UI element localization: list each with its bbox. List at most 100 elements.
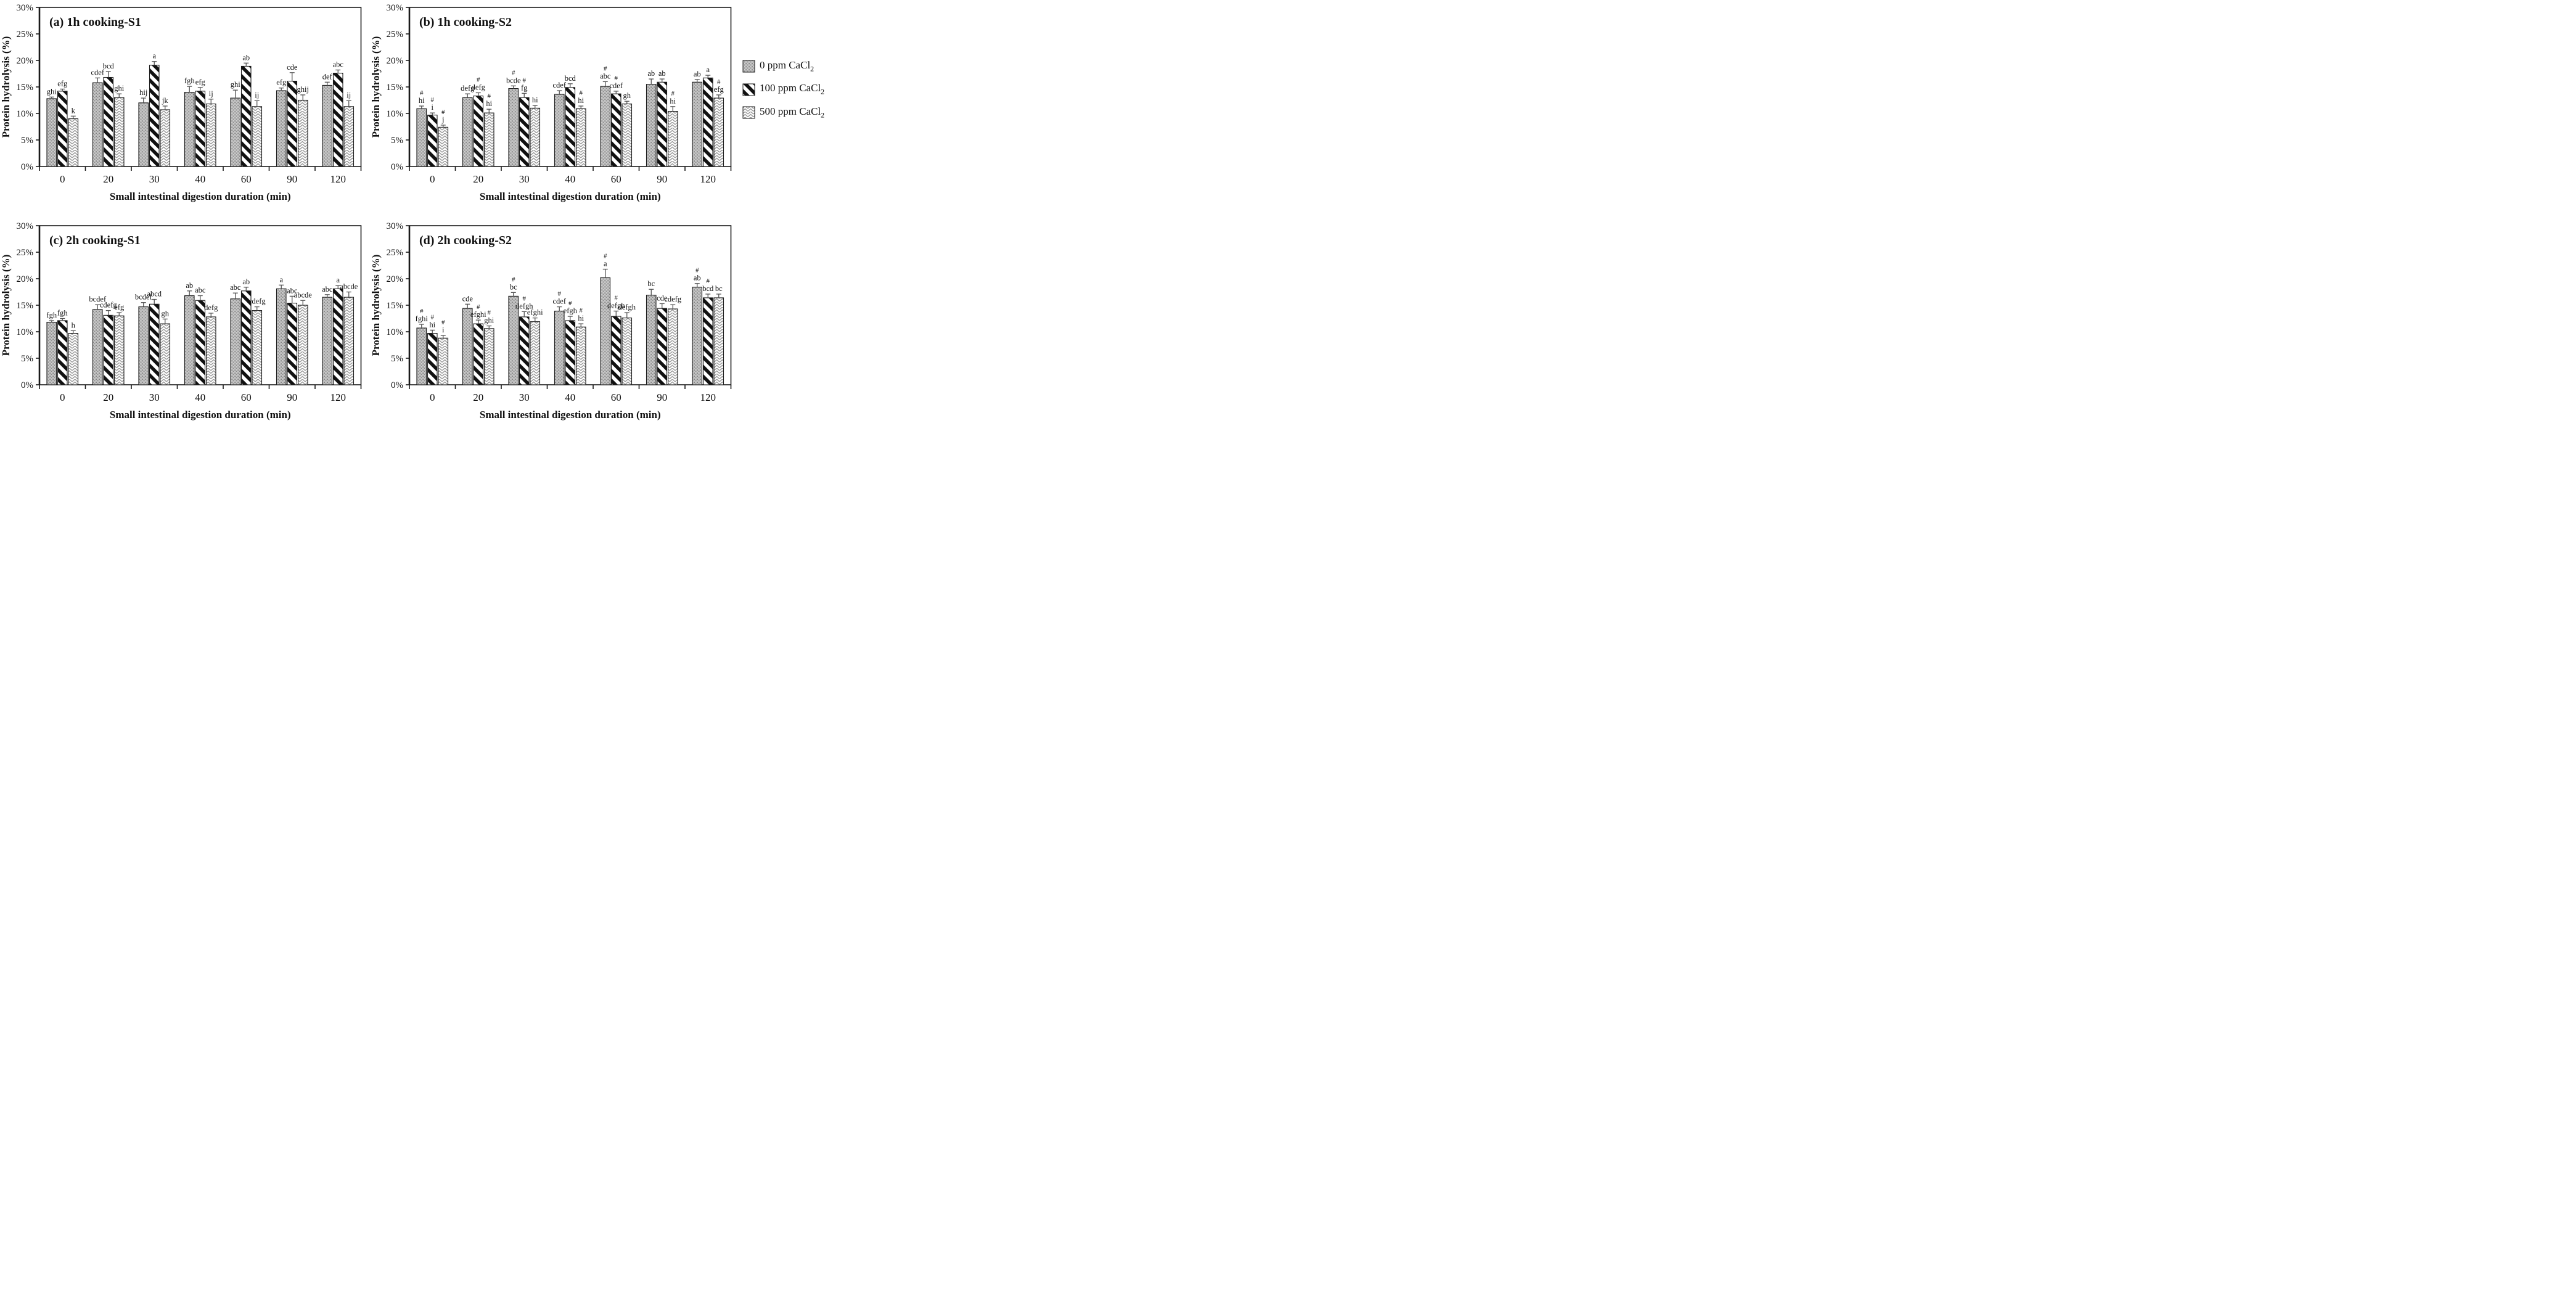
- x-tick-label: 0: [60, 392, 65, 403]
- bar: [519, 97, 530, 167]
- significance-letter: defgh: [618, 303, 636, 311]
- significance-letter: ghij: [297, 85, 309, 94]
- y-tick-label: 0%: [21, 162, 33, 172]
- x-tick-label: 60: [611, 173, 621, 185]
- significance-letter: bcd: [702, 284, 714, 293]
- significance-letter: hi: [670, 97, 676, 105]
- significance-letter: efg: [114, 303, 125, 311]
- significance-letter: a: [604, 260, 607, 268]
- significance-letter: abc: [287, 286, 298, 295]
- significance-letter: bcd: [103, 62, 115, 70]
- hash-marker: #: [717, 78, 721, 86]
- y-tick-label: 0%: [391, 162, 403, 172]
- bar: [416, 108, 427, 167]
- significance-letter: bc: [510, 282, 517, 291]
- significance-letter: hi: [486, 99, 492, 108]
- bar: [462, 97, 473, 167]
- panel-title: (d) 2h cooking-S2: [419, 234, 512, 247]
- bar: [657, 308, 668, 385]
- hash-marker: #: [420, 89, 424, 97]
- x-tick-label: 20: [473, 392, 483, 403]
- x-tick-label: 120: [330, 392, 347, 403]
- y-tick-label: 10%: [17, 109, 34, 119]
- bar: [160, 323, 171, 385]
- bar: [427, 115, 438, 167]
- legend-item-500ppm: 500 ppm CaCl2: [742, 105, 855, 120]
- significance-letter: abc: [322, 285, 333, 294]
- hash-marker: #: [512, 276, 515, 283]
- bar: [702, 77, 713, 167]
- chart-panel-a: 0% 5% 10% 15% 20% 25% 30% 0 20 30 40 60 90 120 Small i…: [0, 3, 362, 202]
- bar: [600, 86, 611, 167]
- hash-marker: #: [431, 96, 435, 104]
- significance-letter: defgh: [515, 302, 533, 310]
- significance-letter: ab: [694, 70, 701, 78]
- significance-letter: ghi: [114, 84, 125, 92]
- bar: [138, 306, 149, 385]
- bar: [473, 323, 484, 385]
- legend-item-100ppm: 100 ppm CaCl2: [742, 82, 855, 96]
- significance-letter: cdef: [552, 297, 566, 306]
- significance-letter: abcde: [340, 282, 358, 291]
- significance-letter: efg: [276, 78, 287, 87]
- bar: [160, 109, 171, 167]
- significance-letter: def: [322, 72, 333, 81]
- panel-title: (a) 1h cooking-S1: [49, 15, 141, 29]
- x-tick-label: 120: [700, 173, 716, 185]
- hash-marker: #: [580, 307, 583, 314]
- bar: [195, 300, 206, 385]
- y-tick-label: 25%: [17, 30, 34, 39]
- significance-letter: hi: [578, 314, 584, 322]
- significance-letter: cde: [287, 63, 298, 72]
- bar: [610, 316, 621, 385]
- significance-letter: gh: [623, 91, 631, 100]
- hash-marker: #: [512, 69, 515, 76]
- significance-letter: h: [72, 321, 76, 329]
- significance-letter: cdefg: [664, 295, 682, 303]
- significance-letter: jk: [162, 96, 168, 105]
- bar: [343, 297, 355, 385]
- hash-marker: #: [477, 303, 480, 311]
- x-tick-label: 30: [519, 392, 530, 403]
- x-tick-label: 40: [565, 392, 575, 403]
- y-axis-title: Protein hydrolysis (%): [0, 36, 12, 138]
- significance-letter: fghi: [416, 314, 429, 323]
- panel-title: (b) 1h cooking-S2: [419, 15, 512, 29]
- bar: [713, 97, 724, 167]
- significance-letter: bcdef: [89, 295, 107, 303]
- significance-letter: hij: [139, 88, 147, 97]
- bar: [646, 84, 657, 167]
- bar: [230, 298, 241, 385]
- bar: [230, 97, 241, 167]
- bar: [554, 310, 565, 385]
- significance-letter: abcd: [147, 290, 162, 298]
- hash-marker: #: [523, 76, 527, 84]
- significance-letter: cdefg: [248, 297, 266, 306]
- x-tick-label: 20: [103, 173, 113, 185]
- y-tick-label: 15%: [387, 301, 404, 311]
- bar: [483, 112, 494, 167]
- significance-letter: gh: [162, 309, 170, 318]
- legend-label: 500 ppm CaCl2: [760, 105, 825, 120]
- significance-letter: ab: [186, 281, 193, 290]
- bar: [519, 316, 530, 385]
- bar: [68, 118, 79, 167]
- legend-item-0ppm: 0 ppm CaCl2: [742, 59, 855, 73]
- x-tick-label: 90: [287, 392, 297, 403]
- bar: [657, 81, 668, 167]
- significance-letter: ab: [694, 274, 701, 282]
- y-tick-label: 0%: [21, 380, 33, 390]
- y-axis-title: Protein hydrolysis (%): [0, 255, 12, 356]
- bar: [667, 111, 678, 167]
- bar: [287, 303, 298, 385]
- significance-letter: fgh: [46, 311, 57, 319]
- bar: [667, 308, 678, 385]
- x-tick-label: 60: [611, 392, 621, 403]
- significance-letter: defg: [472, 83, 486, 91]
- hash-marker: #: [695, 267, 699, 274]
- bar: [240, 65, 252, 167]
- significance-letter: fg: [521, 83, 528, 92]
- bar: [508, 295, 519, 385]
- bar: [416, 327, 427, 385]
- hash-marker: #: [707, 277, 710, 285]
